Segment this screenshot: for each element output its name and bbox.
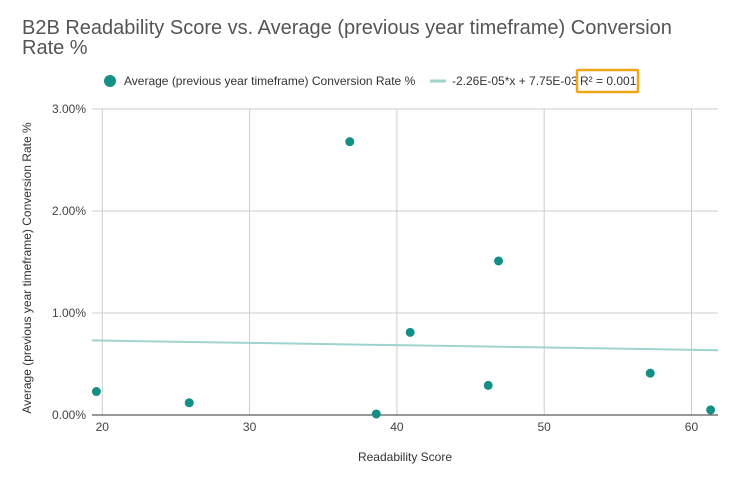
legend-r2-label: R² = 0.001 (580, 74, 637, 88)
x-tick-label: 50 (538, 420, 552, 434)
x-axis-title: Readability Score (358, 450, 452, 464)
data-point (494, 256, 504, 266)
legend-series-marker (104, 75, 116, 87)
r2-highlight-box (575, 68, 640, 94)
chart-title: B2B Readability Score vs. Average (previ… (22, 17, 672, 59)
data-point (405, 327, 415, 337)
axes: 20 30 40 50 60 0.00% 1.00% 2.00% 3.00% (52, 102, 718, 434)
x-tick-label: 30 (243, 420, 257, 434)
y-tick-label: 1.00% (52, 306, 86, 320)
legend-trendline-label: -2.26E-05*x + 7.75E-03 (452, 74, 578, 88)
data-point (645, 368, 655, 378)
trendline-layer (91, 339, 719, 352)
x-tick-label: 20 (96, 420, 110, 434)
data-point (483, 380, 493, 390)
data-point (184, 398, 194, 408)
y-axis-title: Average (previous year timeframe) Conver… (20, 122, 34, 414)
x-tick-label: 40 (390, 420, 404, 434)
legend-series-label: Average (previous year timeframe) Conver… (124, 74, 416, 88)
y-tick-label: 0.00% (52, 408, 86, 422)
trendline (91, 339, 719, 352)
y-tick-label: 2.00% (52, 204, 86, 218)
data-point (706, 405, 716, 415)
x-tick-label: 60 (685, 420, 699, 434)
data-points (91, 137, 716, 419)
grid-lines (92, 108, 718, 415)
data-point (371, 409, 381, 419)
data-point (345, 137, 355, 147)
y-tick-label: 3.00% (52, 102, 86, 116)
legend: Average (previous year timeframe) Conver… (104, 68, 640, 94)
data-point (91, 387, 101, 397)
